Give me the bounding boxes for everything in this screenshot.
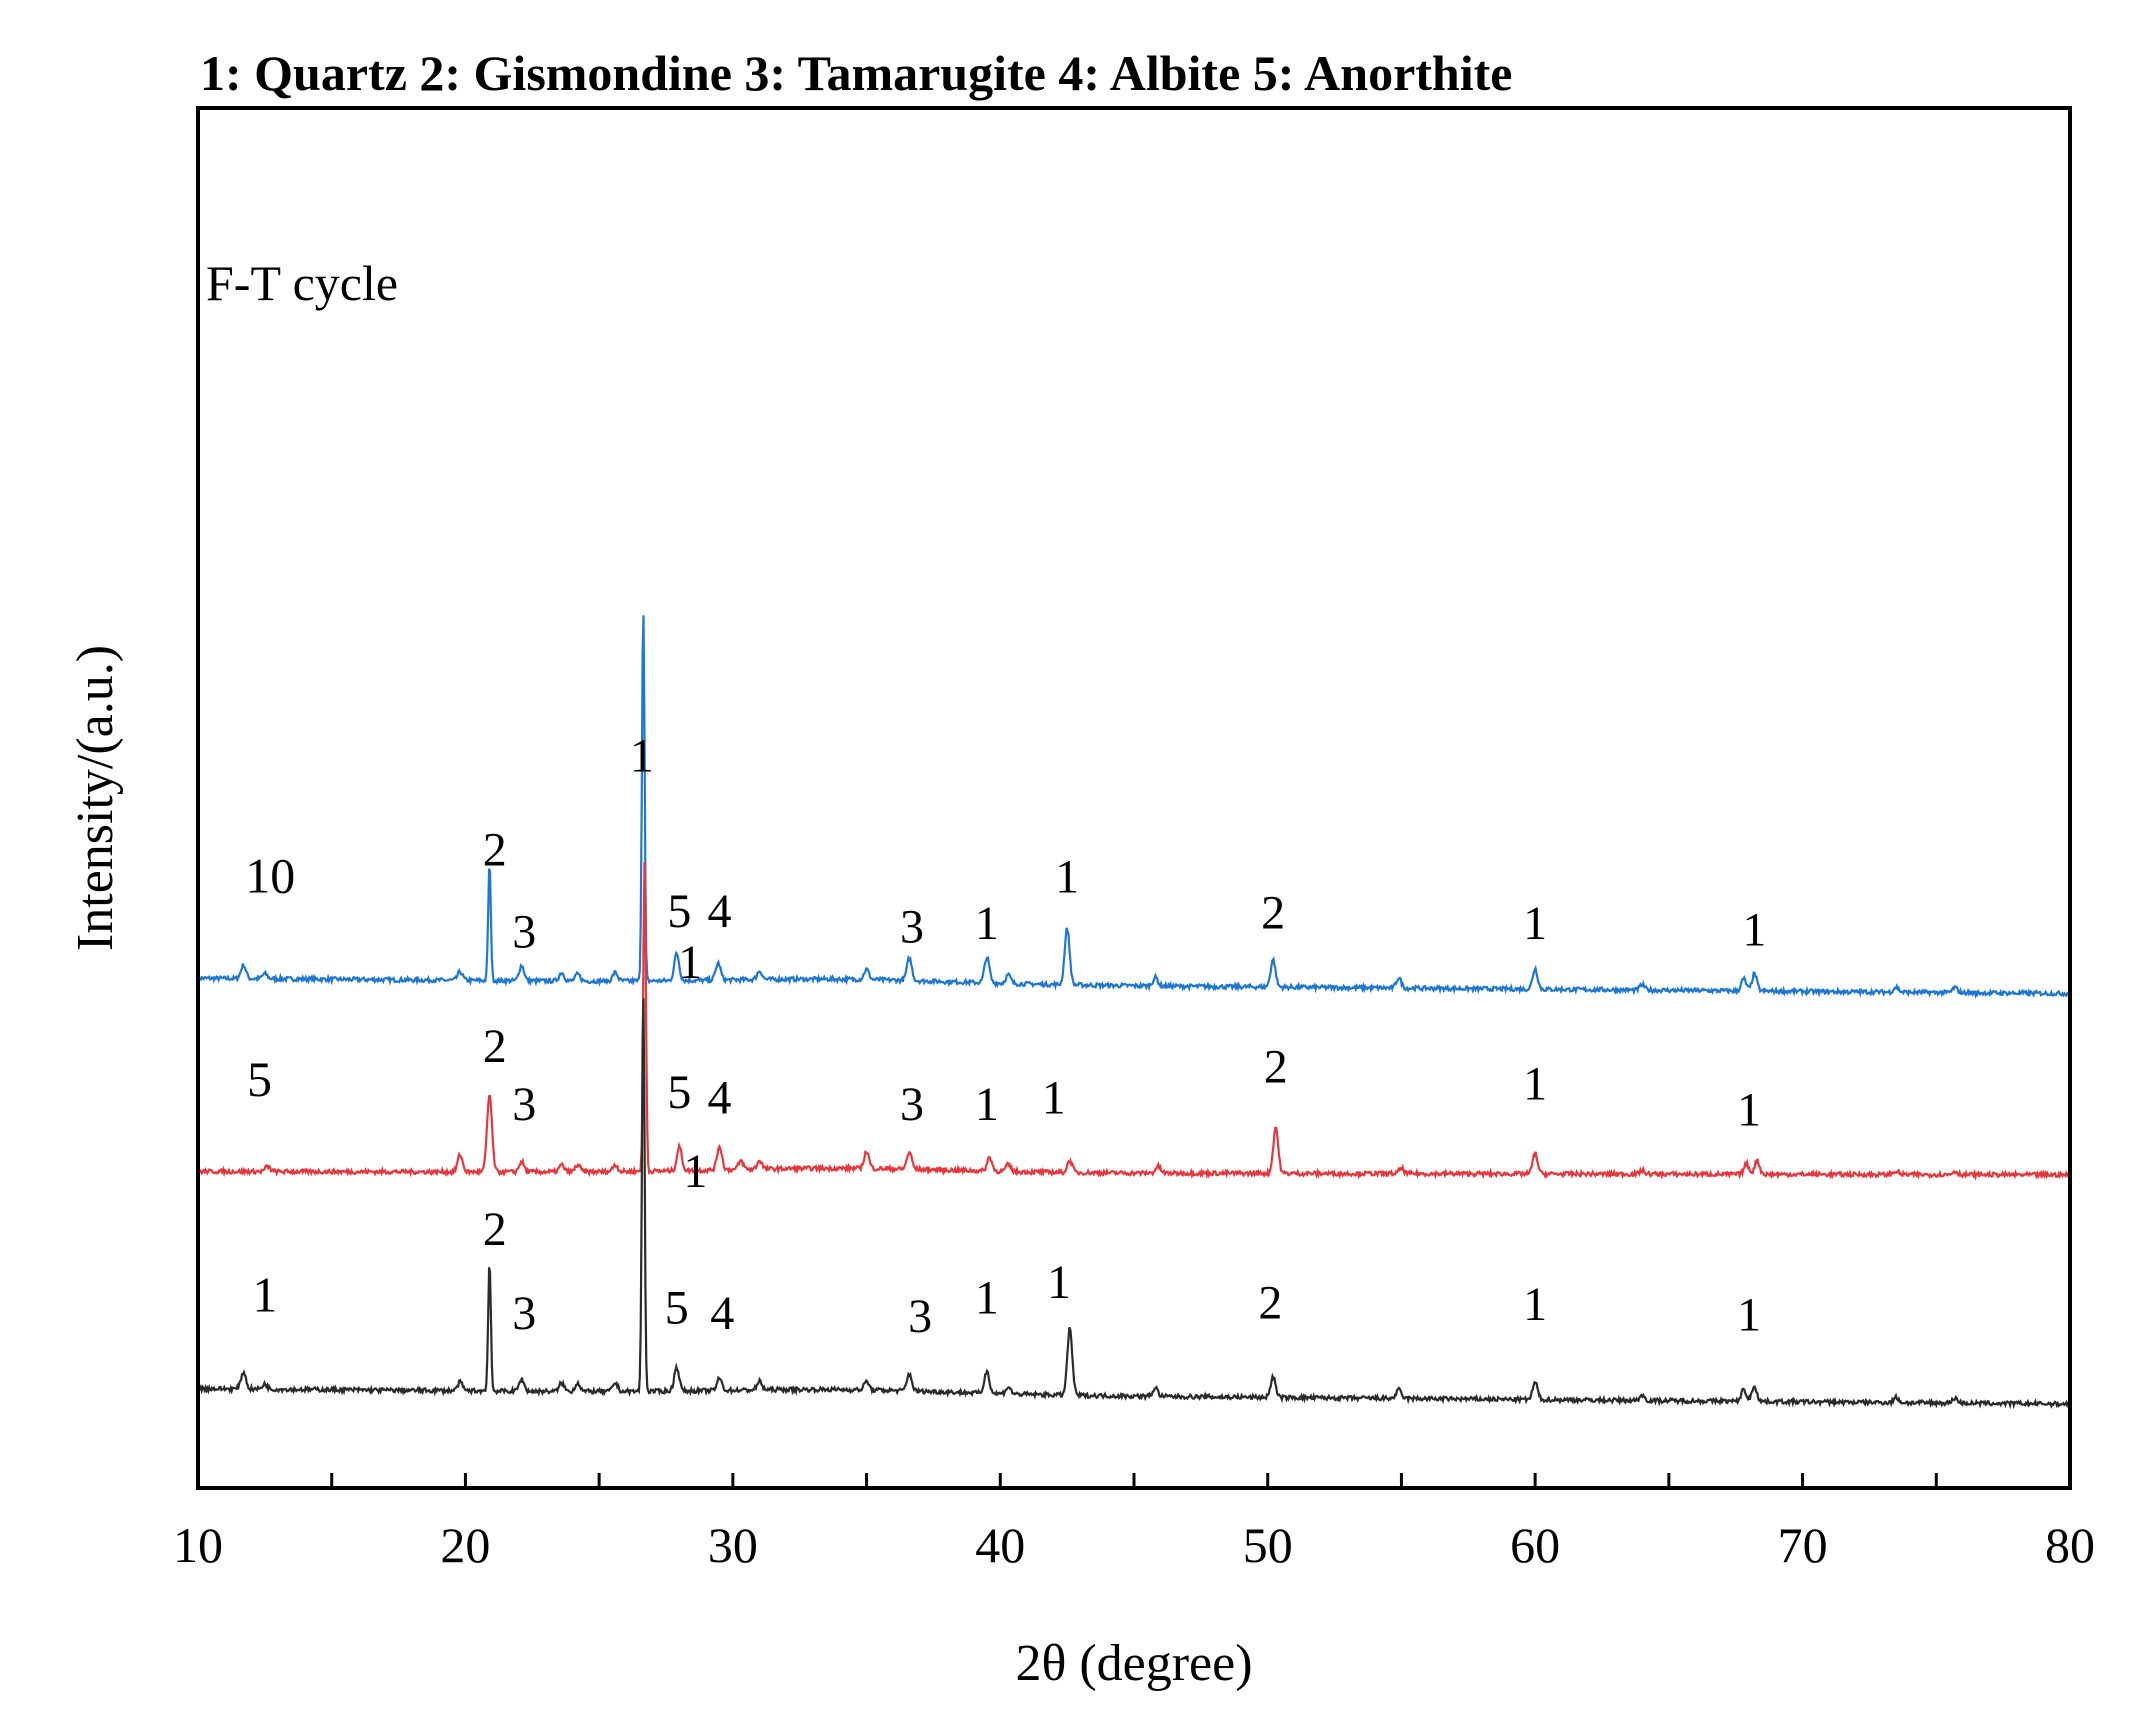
peak-label: 2	[483, 823, 507, 876]
series-line-10	[196, 615, 2071, 1000]
x-tick-label: 10	[173, 1517, 223, 1573]
peak-label: 2	[1258, 1277, 1282, 1330]
peak-label: 1	[1523, 1278, 1547, 1331]
x-tick-label: 80	[2045, 1517, 2095, 1573]
peak-label: 5	[667, 1066, 691, 1119]
peak-label: 2	[483, 1203, 507, 1256]
peak-label: 1	[1042, 1071, 1066, 1124]
peak-label: 4	[710, 1287, 734, 1340]
peak-label: 3	[900, 900, 924, 953]
peak-label: 3	[512, 1078, 536, 1131]
peak-label: 2	[1264, 1041, 1288, 1094]
series-name-10: 10	[245, 848, 295, 904]
x-tick-label: 50	[1243, 1517, 1293, 1573]
peak-label: 1	[1742, 904, 1766, 957]
chart-title: 1: Quartz 2: Gismondine 3: Tamarugite 4:…	[200, 45, 1512, 101]
peak-label: 1	[975, 1271, 999, 1324]
x-axis-ticks: 10 20 30 40 50 60 70 80	[173, 1473, 2095, 1573]
plot-lines	[196, 615, 2072, 1410]
peak-label: 1	[1737, 1083, 1761, 1136]
peak-label: 2	[1261, 887, 1285, 940]
peak-label: 1	[1737, 1289, 1761, 1342]
peak-label: 2	[483, 1020, 507, 1073]
peak-label: 1	[683, 1145, 707, 1198]
peak-label: 1	[1523, 897, 1547, 950]
x-tick-label: 40	[975, 1517, 1025, 1573]
x-tick-label: 70	[1778, 1517, 1828, 1573]
peak-label: 1	[678, 936, 702, 989]
peak-label: 4	[708, 1071, 732, 1124]
peak-label: 3	[908, 1290, 932, 1343]
series-name-1: 1	[252, 1267, 277, 1323]
peak-label: 1	[1523, 1058, 1547, 1111]
peak-label: 5	[667, 885, 691, 938]
series-line-5	[196, 861, 2072, 1182]
peak-label: 1	[1055, 851, 1079, 904]
legend-title: F-T cycle	[206, 255, 398, 311]
peak-label: 3	[512, 905, 536, 958]
peak-label: 4	[708, 885, 732, 938]
peak-label: 1	[975, 1078, 999, 1131]
y-axis-label: Intensity/(a.u.)	[67, 645, 124, 951]
peak-label: 5	[665, 1282, 689, 1335]
plot-frame	[196, 106, 2072, 1490]
x-tick-label: 30	[708, 1517, 758, 1573]
peak-label: 1	[1047, 1256, 1071, 1309]
series-line-1	[196, 998, 2072, 1410]
peak-label: 3	[512, 1287, 536, 1340]
series-name-5: 5	[247, 1051, 272, 1107]
peak-label: 1	[630, 729, 654, 782]
x-tick-label: 60	[1510, 1517, 1560, 1573]
x-tick-label: 20	[440, 1517, 490, 1573]
peak-label: 1	[975, 897, 999, 950]
x-axis-label: 2θ (degree)	[1015, 1635, 1252, 1692]
series-names: 10 5 1	[245, 848, 295, 1323]
peak-label: 3	[900, 1078, 924, 1131]
